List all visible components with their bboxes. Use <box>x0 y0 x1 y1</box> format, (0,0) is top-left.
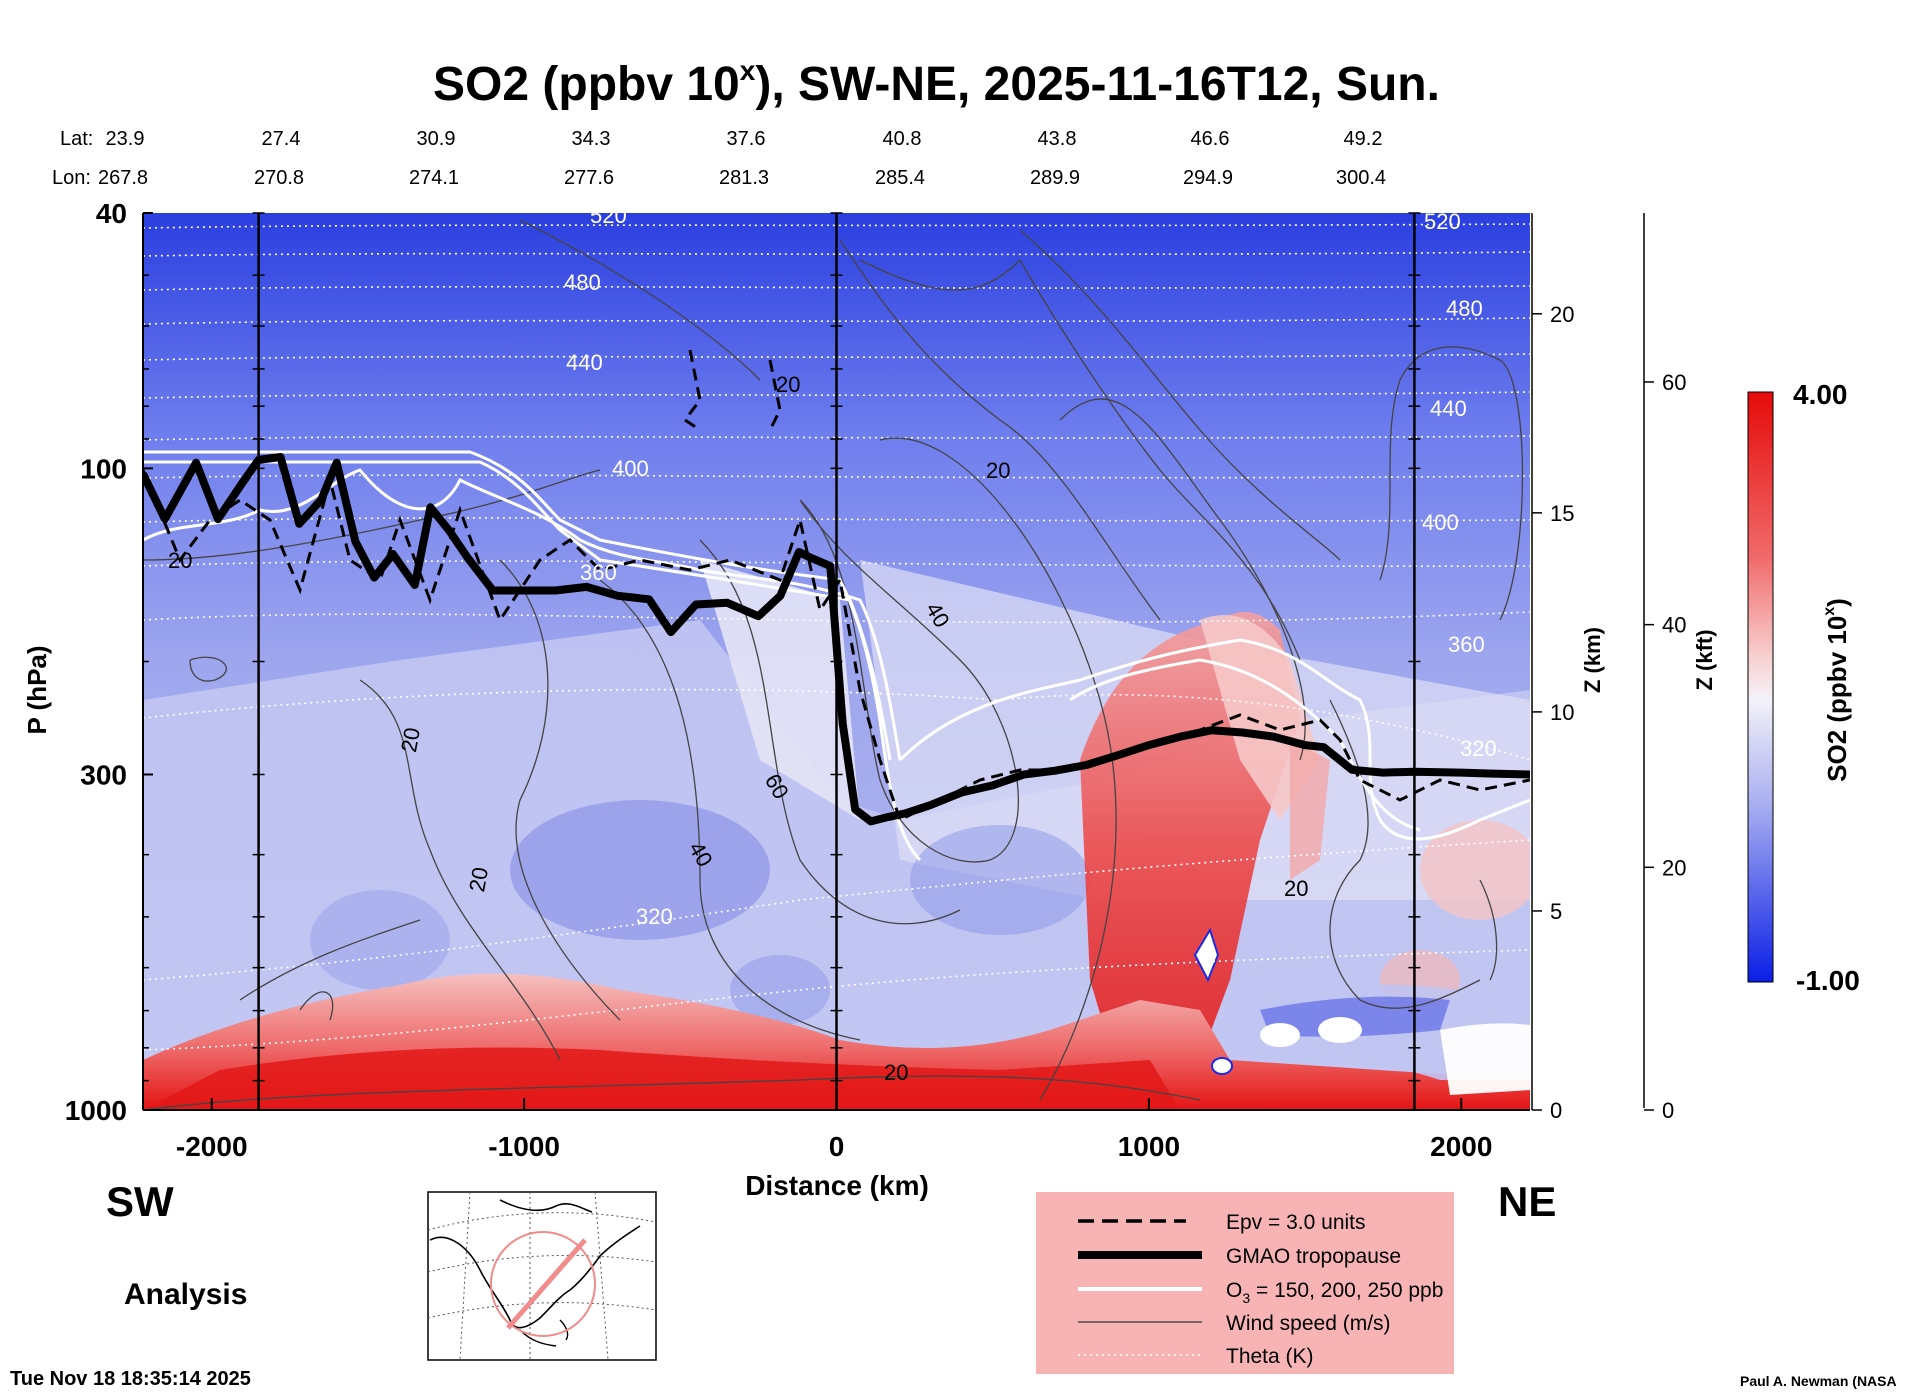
y-axis-ticks: 40 100 300 1000 <box>65 198 153 1126</box>
x-tick-label: 2000 <box>1430 1131 1492 1162</box>
theta-label: 440 <box>1430 396 1467 421</box>
lon-value: 281.3 <box>719 167 769 189</box>
wind-label: 20 <box>884 1060 908 1085</box>
lon-value: 267.8 <box>98 167 148 189</box>
y-axis-label: P (hPa) <box>22 645 52 734</box>
x-tick-label: -1000 <box>488 1131 560 1162</box>
lon-value: 289.9 <box>1030 167 1080 189</box>
colorbar <box>1747 391 1774 983</box>
ne-label: NE <box>1498 1178 1556 1225</box>
y-tick-label: 1000 <box>65 1095 127 1126</box>
z-kft-tick-label: 20 <box>1662 855 1686 880</box>
theta-label: 360 <box>1448 632 1485 657</box>
theta-label: 400 <box>1422 510 1459 535</box>
lat-value: 37.6 <box>727 128 766 150</box>
o3-contours <box>143 450 1530 862</box>
lat-value: 43.8 <box>1038 128 1077 150</box>
wind-label: 20 <box>168 548 192 573</box>
x-axis-label: Distance (km) <box>745 1170 929 1201</box>
credit: Paul A. Newman (NASA <box>1740 1373 1897 1389</box>
theta-label: 480 <box>564 270 601 295</box>
lat-value: 34.3 <box>572 128 611 150</box>
lat-value: 49.2 <box>1344 128 1383 150</box>
z-kft-tick-label: 60 <box>1662 370 1686 395</box>
z-km-tick-label: 20 <box>1550 302 1574 327</box>
colorbar-max-label: 4.00 <box>1793 379 1848 410</box>
wind-label: 20 <box>396 726 425 754</box>
analysis-label: Analysis <box>124 1278 247 1311</box>
z-km-label: Z (km) <box>1580 627 1605 693</box>
wind-label: 20 <box>464 865 493 893</box>
inset-map <box>427 1191 657 1361</box>
legend-theta-label: Theta (K) <box>1226 1345 1314 1368</box>
z-km-tick-label: 0 <box>1550 1098 1562 1123</box>
z-km-tick-label: 5 <box>1550 899 1562 924</box>
z-kft-label: Z (kft) <box>1692 629 1717 690</box>
epv-line <box>143 349 1530 823</box>
wind-label: 20 <box>986 458 1010 483</box>
y-tick-label: 300 <box>80 759 127 790</box>
gmao-tropopause-line <box>143 453 1530 826</box>
lat-values: 23.9 27.4 30.9 34.3 37.6 40.8 43.8 46.6 49.2 <box>106 128 1383 150</box>
z-km-ticks: 0 5 10 15 20 <box>1532 302 1574 1123</box>
lat-value: 27.4 <box>262 128 301 150</box>
tropopause-group <box>143 453 1530 826</box>
wind-label: 20 <box>1284 876 1308 901</box>
z-kft-tick-label: 0 <box>1662 1098 1674 1123</box>
lon-label: Lon: <box>52 167 91 189</box>
sw-label: SW <box>106 1178 174 1225</box>
y-tick-label: 40 <box>96 198 127 229</box>
lat-value: 40.8 <box>883 128 922 150</box>
theta-label: 320 <box>636 904 673 929</box>
chart-title: SO2 (ppbv 10x), SW-NE, 2025-11-16T12, Su… <box>433 55 1440 111</box>
lon-value: 270.8 <box>254 167 304 189</box>
theta-label: 320 <box>1460 736 1497 761</box>
theta-label: 400 <box>612 456 649 481</box>
lon-value: 285.4 <box>875 167 925 189</box>
legend-epv-label: Epv = 3.0 units <box>1226 1211 1366 1234</box>
lat-label: Lat: <box>60 128 93 150</box>
colorbar-min-label: -1.00 <box>1796 965 1860 996</box>
colorbar-title: SO2 (ppbv 10x) <box>1821 598 1852 782</box>
x-tick-label: 1000 <box>1118 1131 1180 1162</box>
lat-value: 30.9 <box>417 128 456 150</box>
lon-value: 300.4 <box>1336 167 1386 189</box>
x-axis-ticks: -2000 -1000 0 1000 2000 <box>176 1098 1492 1162</box>
theta-label: 360 <box>580 560 617 585</box>
z-km-tick-label: 10 <box>1550 700 1574 725</box>
lon-value: 274.1 <box>409 167 459 189</box>
theta-label: 520 <box>590 203 627 228</box>
wind-speed-contours <box>143 219 1524 1110</box>
legend-o3-label: O3 = 150, 200, 250 ppb <box>1226 1279 1443 1306</box>
legend-wind-label: Wind speed (m/s) <box>1226 1312 1391 1335</box>
z-km-tick-label: 15 <box>1550 501 1574 526</box>
z-kft-ticks: 0 20 40 60 <box>1644 370 1686 1123</box>
contour-labels: 520 480 440 400 360 320 520 480 440 400 … <box>168 203 1497 1085</box>
x-tick-label: 0 <box>829 1131 845 1162</box>
lat-value: 46.6 <box>1191 128 1230 150</box>
lon-value: 277.6 <box>564 167 614 189</box>
legend: Epv = 3.0 units GMAO tropopause O3 = 150… <box>1036 1192 1454 1374</box>
x-tick-label: -2000 <box>176 1131 248 1162</box>
z-kft-tick-label: 40 <box>1662 613 1686 638</box>
timestamp: Tue Nov 18 18:35:14 2025 <box>10 1368 251 1390</box>
lon-value: 294.9 <box>1183 167 1233 189</box>
wind-label: 20 <box>776 372 800 397</box>
legend-tropopause-label: GMAO tropopause <box>1226 1245 1401 1268</box>
lat-value: 23.9 <box>106 128 145 150</box>
theta-label: 480 <box>1446 296 1483 321</box>
theta-label: 520 <box>1424 209 1461 234</box>
y-tick-label: 100 <box>80 453 127 484</box>
lon-values: 267.8 270.8 274.1 277.6 281.3 285.4 289.9 294.9… <box>98 167 1386 189</box>
theta-label: 440 <box>566 350 603 375</box>
